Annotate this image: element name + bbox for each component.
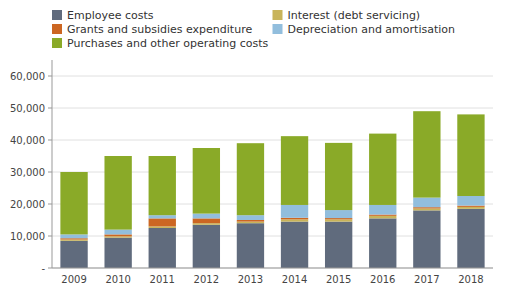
legend-label: Depreciation and amortisation: [288, 23, 456, 36]
tick-label: -: [41, 263, 45, 274]
tick-label: 2015: [326, 274, 351, 285]
legend-label: Employee costs: [67, 9, 154, 22]
bar-segment: [369, 205, 396, 215]
tick-label: 2013: [238, 274, 263, 285]
bar-segment: [149, 228, 176, 268]
bar-segment: [104, 156, 131, 230]
bar-segment: [325, 219, 352, 221]
legend-swatch: [273, 10, 283, 20]
y-axis: - 10,000 20,000 30,000 40,000 50,000 60,000: [10, 60, 52, 274]
tick-label: 2017: [414, 274, 439, 285]
tick-label: 30,000: [10, 167, 45, 178]
bar-segment: [413, 111, 440, 197]
tick-label: 2011: [150, 274, 175, 285]
legend: Employee costs Interest (debt servicing) G…: [52, 9, 455, 50]
axis-line: [52, 268, 493, 269]
bar-segment: [281, 136, 308, 205]
legend-swatch: [52, 38, 62, 48]
bars: [60, 111, 484, 268]
tick-label: 2009: [61, 274, 86, 285]
bar-segment: [193, 223, 220, 225]
bar-segment: [193, 218, 220, 223]
x-axis: 2009 2010 2011 2012 2013 2014 2015 2016 2017 2018: [52, 268, 493, 285]
bar-segment: [60, 172, 87, 234]
legend-label: Interest (debt servicing): [288, 9, 421, 22]
tick-mark: [48, 204, 52, 205]
tick-label: 50,000: [10, 103, 45, 114]
tick-mark: [48, 140, 52, 141]
bar-segment: [369, 218, 396, 268]
bar-segment: [369, 134, 396, 205]
bar-segment: [193, 148, 220, 214]
bar-segment: [104, 230, 131, 235]
tick-label: 40,000: [10, 135, 45, 146]
bar-segment: [149, 226, 176, 228]
bar-segment: [369, 216, 396, 219]
bar-segment: [60, 241, 87, 268]
bar-segment: [413, 198, 440, 208]
bar-segment: [457, 206, 484, 207]
tick-label: 2014: [282, 274, 307, 285]
bar-segment: [413, 208, 440, 210]
legend-swatch: [273, 24, 283, 34]
bar-segment: [149, 156, 176, 215]
legend-swatch: [52, 24, 62, 34]
bar-segment: [413, 210, 440, 268]
bar-segment: [457, 207, 484, 209]
bar-segment: [457, 196, 484, 206]
tick-label: 2016: [370, 274, 395, 285]
grid-line: [52, 268, 493, 269]
bar-segment: [281, 219, 308, 221]
bar-segment: [325, 218, 352, 219]
tick-label: 2018: [458, 274, 483, 285]
tick-label: 20,000: [10, 199, 45, 210]
bar-segment: [325, 143, 352, 210]
tick-label: 10,000: [10, 231, 45, 242]
bar-segment: [237, 143, 264, 215]
legend-label: Purchases and other operating costs: [67, 37, 269, 50]
tick-mark: [48, 108, 52, 109]
bar-segment: [237, 223, 264, 268]
bar-segment: [237, 222, 264, 224]
chart: Employee costs Interest (debt servicing) G…: [0, 0, 505, 292]
bar-segment: [193, 225, 220, 268]
bar-segment: [281, 218, 308, 220]
bar-segment: [104, 236, 131, 237]
bar-segment: [457, 114, 484, 196]
bar-segment: [237, 220, 264, 222]
tick-mark: [48, 268, 52, 269]
bar-segment: [60, 234, 87, 238]
bar-segment: [60, 238, 87, 239]
tick-label: 2012: [194, 274, 219, 285]
bar-segment: [325, 222, 352, 268]
bar-segment: [104, 234, 131, 236]
bar-segment: [193, 214, 220, 219]
tick-mark: [48, 172, 52, 173]
grid: [52, 76, 493, 268]
bar-segment: [281, 222, 308, 268]
bar-segment: [149, 218, 176, 226]
bar-segment: [369, 215, 396, 216]
bar-segment: [281, 205, 308, 218]
bar-segment: [149, 215, 176, 218]
legend-label: Grants and subsidies expenditure: [67, 23, 252, 36]
bar-segment: [237, 215, 264, 220]
tick-label: 2010: [105, 274, 130, 285]
axis-line: [52, 60, 53, 268]
bar-segment: [60, 240, 87, 241]
grid-line: [52, 108, 493, 109]
tick-label: 60,000: [10, 71, 45, 82]
legend-swatch: [52, 10, 62, 20]
bar-segment: [413, 207, 440, 208]
tick-mark: [48, 76, 52, 77]
bar-segment: [325, 210, 352, 218]
grid-line: [52, 76, 493, 77]
bar-segment: [457, 209, 484, 268]
tick-mark: [48, 236, 52, 237]
bar-segment: [104, 238, 131, 268]
